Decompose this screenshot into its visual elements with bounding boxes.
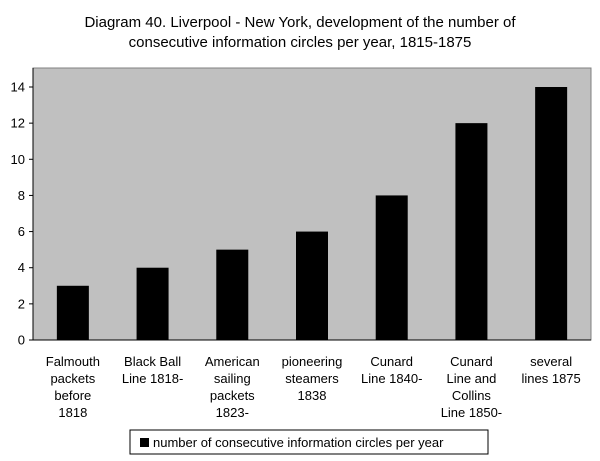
bar — [455, 123, 488, 341]
y-tick-label: 4 — [18, 260, 25, 275]
legend: number of consecutive information circle… — [129, 429, 489, 455]
x-category-label-line: Cunard — [370, 354, 413, 369]
x-category-label: Cunard Line 1840- — [361, 354, 422, 386]
x-category-label-line: Falmouth — [46, 354, 100, 369]
x-category-label: American sailing packets 1823- — [205, 354, 260, 420]
x-category-label-line: Collins — [452, 388, 492, 403]
x-category-label-line: packets — [210, 388, 255, 403]
x-category-label: Falmouth packets before 1818 — [46, 354, 100, 420]
x-category-label-line: Black Ball — [124, 354, 181, 369]
x-category-label: Cunard Line and Collins Line 1850- — [441, 354, 502, 420]
x-category-label-line: sailing — [214, 371, 251, 386]
x-category-label-line: Line and — [446, 371, 496, 386]
x-category-label-line: steamers — [285, 371, 339, 386]
bar — [56, 285, 89, 340]
x-category-label-line: lines 1875 — [522, 371, 581, 386]
y-tick-label: 0 — [18, 333, 25, 348]
bar — [375, 195, 408, 340]
x-category-label-line: Cunard — [450, 354, 493, 369]
bar — [535, 87, 568, 340]
x-category-label-line: before — [54, 388, 91, 403]
chart-title-line-1: Diagram 40. Liverpool - New York, develo… — [84, 14, 516, 31]
y-tick-label: 6 — [18, 224, 25, 239]
x-category-label-line: 1823- — [216, 405, 249, 420]
bar — [296, 231, 328, 340]
x-category-label-line: Line 1818- — [122, 371, 183, 386]
x-category-label-line: packets — [50, 371, 95, 386]
x-category-label-line: several — [530, 354, 572, 369]
bar — [216, 249, 249, 340]
y-tick-label: 2 — [18, 296, 25, 311]
x-category-label: Black Ball Line 1818- — [122, 354, 183, 386]
x-category-label-line: 1818 — [58, 405, 87, 420]
bar — [136, 267, 169, 340]
y-tick-label: 12 — [11, 116, 25, 131]
x-category-label-line: American — [205, 354, 260, 369]
x-category-label-line: Line 1840- — [361, 371, 422, 386]
x-category-label-line: 1838 — [298, 388, 327, 403]
y-tick-label: 10 — [11, 152, 25, 167]
bars — [56, 87, 568, 341]
y-tick-label: 14 — [11, 80, 25, 95]
legend-label: number of consecutive information circle… — [153, 435, 444, 450]
chart-title-line-2: consecutive information circles per year… — [129, 34, 472, 51]
x-category-label: several lines 1875 — [522, 354, 581, 386]
legend-swatch — [140, 438, 149, 447]
legend-box — [129, 429, 489, 455]
x-category-label-line: Line 1850- — [441, 405, 502, 420]
x-category-label: pioneering steamers 1838 — [282, 354, 343, 403]
y-tick-label: 8 — [18, 188, 25, 203]
x-category-label-line: pioneering — [282, 354, 343, 369]
x-axis-labels: Falmouth packets before 1818 Black Ball Line … — [46, 354, 581, 420]
